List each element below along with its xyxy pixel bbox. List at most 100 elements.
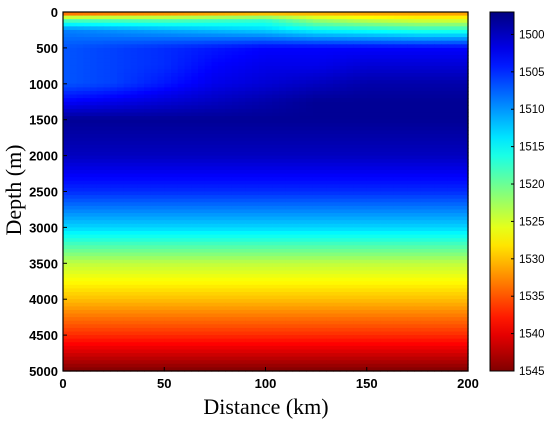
heatmap-cell [137,180,145,185]
heatmap-cell [177,126,186,132]
heatmap-cell [265,187,273,193]
heatmap-cell [353,270,361,275]
heatmap-cell [252,98,260,103]
heatmap-cell [245,19,253,24]
heatmap-cell [434,69,442,74]
heatmap-cell [393,83,402,88]
heatmap-cell [393,234,402,239]
heatmap-cell [333,302,341,307]
heatmap-cell [400,288,408,293]
heatmap-cell [204,98,213,103]
heatmap-cell [333,180,341,185]
heatmap-cell [380,87,388,92]
heatmap-cell [225,137,233,142]
heatmap-cell [69,44,78,49]
heatmap-cell [211,105,219,110]
heatmap-cell [103,37,111,42]
heatmap-cell [420,76,429,81]
heatmap-cell [285,55,294,60]
heatmap-cell [171,195,179,200]
heatmap-cell [117,44,125,49]
heatmap-cell [211,266,219,272]
heatmap-cell [83,230,91,236]
heatmap-cell [285,152,294,157]
heatmap-cell [103,137,111,142]
heatmap-cell [164,15,172,20]
heatmap-cell [326,101,334,106]
heatmap-cell [103,309,111,315]
heatmap-cell [279,213,287,218]
heatmap-cell [245,12,253,17]
heatmap-cell [427,202,435,207]
heatmap-cell [96,37,105,42]
heatmap-cell [191,270,199,275]
heatmap-cell [447,241,456,246]
heatmap-cell [285,266,294,272]
heatmap-cell [204,134,213,139]
heatmap-cell [110,98,118,103]
heatmap-cell [393,213,402,218]
heatmap-cell [380,252,388,257]
heatmap-cell [427,152,435,157]
heatmap-cell [157,274,165,279]
heatmap-cell [69,259,78,264]
heatmap-cell [123,248,132,254]
heatmap-cell [76,108,84,114]
heatmap-cell [312,22,321,27]
heatmap-cell [427,90,435,96]
heatmap-cell [150,152,159,157]
heatmap-cell [306,205,314,211]
heatmap-cell [299,55,307,60]
heatmap-cell [414,281,422,286]
heatmap-cell [252,213,260,218]
heatmap-cell [231,220,240,225]
heatmap-cell [63,184,71,189]
heatmap-cell [454,195,462,200]
heatmap-cell [407,73,415,78]
heatmap-cell [427,26,435,31]
heatmap-cell [110,26,118,31]
heatmap-cell [69,108,78,114]
heatmap-cell [454,216,462,221]
heatmap-cell [454,69,462,74]
heatmap-cell [393,26,402,31]
heatmap-cell [144,26,152,31]
heatmap-cell [407,306,415,311]
heatmap-cell [198,22,206,27]
heatmap-cell [420,22,429,27]
heatmap-cell [157,22,165,27]
heatmap-cell [204,87,213,92]
heatmap-cell [198,241,206,246]
heatmap-cell [231,281,240,286]
heatmap-cell [414,37,422,42]
heatmap-cell [447,116,456,121]
heatmap-cell [420,116,429,121]
heatmap-cell [414,40,422,45]
heatmap-cell [366,306,375,311]
heatmap-cell [231,191,240,196]
heatmap-cell [434,76,442,81]
heatmap-cell [285,230,294,236]
heatmap-cell [117,141,125,146]
heatmap-cell [258,162,267,167]
heatmap-cell [407,94,415,99]
heatmap-cell [198,277,206,282]
heatmap-cell [103,130,111,135]
heatmap-cell [191,198,199,203]
heatmap-cell [117,105,125,110]
heatmap-cell [265,180,273,185]
heatmap-cell [110,173,118,178]
heatmap-cell [110,112,118,117]
heatmap-cell [272,29,280,35]
heatmap-cell [454,241,462,246]
heatmap-cell [177,306,186,311]
heatmap-cell [245,295,253,300]
heatmap-cell [130,37,138,42]
heatmap-cell [184,112,192,117]
heatmap-cell [373,288,381,293]
heatmap-cell [420,245,429,250]
heatmap-cell [373,166,381,171]
heatmap-cell [245,266,253,272]
heatmap-cell [292,187,300,193]
heatmap-cell [164,180,172,185]
